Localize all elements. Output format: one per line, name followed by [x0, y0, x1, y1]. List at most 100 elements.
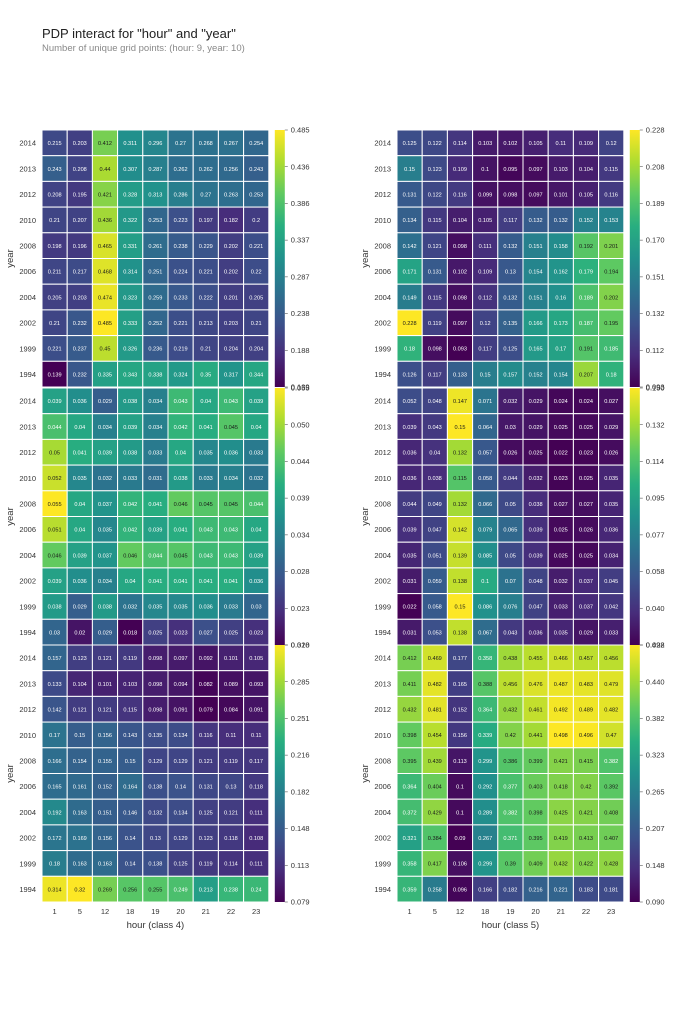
cell-value-label: 0.208	[48, 192, 62, 198]
cell-value-label: 0.121	[98, 707, 112, 713]
heatmap-cell	[522, 360, 549, 388]
cell-value-label: 0.139	[453, 553, 467, 559]
cell-value-label: 0.255	[148, 887, 162, 893]
cell-value-label: 0.198	[48, 244, 62, 250]
heatmap-cell	[142, 618, 169, 646]
cell-value-label: 0.032	[503, 399, 517, 405]
colorbar-tick-label: 0.337	[291, 236, 310, 245]
cell-value-label: 0.114	[453, 141, 467, 147]
cell-value-label: 0.082	[199, 682, 213, 688]
colorbar-tick-label: 0.265	[646, 787, 665, 796]
heatmap-cell	[472, 824, 499, 852]
cell-value-label: 0.18	[404, 347, 415, 353]
cell-value-label: 0.14	[125, 862, 136, 868]
cell-value-label: 0.048	[529, 579, 543, 585]
cell-value-label: 0.338	[148, 372, 162, 378]
cell-value-label: 0.117	[478, 347, 492, 353]
cell-value-label: 0.203	[73, 141, 87, 147]
heatmap-cell	[142, 644, 169, 672]
heatmap-chart-0: year 0.215 0.203 0.412 0.311 0.296 0.27 0.268 0.…	[5, 126, 310, 416]
heatmap-cell	[396, 773, 423, 800]
heatmap-cell	[472, 618, 499, 646]
cell-value-label: 0.041	[199, 425, 213, 431]
heatmap-cell	[192, 721, 219, 749]
heatmap-cell	[91, 180, 119, 208]
heatmap-cell	[522, 155, 549, 182]
cell-value-label: 0.15	[404, 167, 415, 173]
cell-value-label: 0.267	[224, 141, 238, 147]
cell-value-label: 0.224	[174, 270, 188, 276]
cell-value-label: 0.045	[199, 502, 213, 508]
cell-value-label: 0.404	[428, 785, 442, 791]
heatmap-cell	[598, 387, 625, 415]
cell-value-label: 0.455	[529, 656, 543, 662]
cell-value-label: 0.219	[174, 347, 188, 353]
cell-value-label: 0.118	[249, 785, 263, 791]
heatmap-cell	[91, 695, 119, 723]
cell-value-label: 0.051	[48, 528, 62, 534]
heatmap-cell	[117, 644, 144, 672]
cell-value-label: 0.033	[199, 476, 213, 482]
heatmap-cell	[117, 516, 144, 543]
cell-value-label: 0.132	[529, 218, 543, 224]
heatmap-cell	[41, 490, 68, 517]
cell-value-label: 0.131	[428, 270, 442, 276]
heatmap-cell	[91, 593, 119, 620]
heatmap-cell	[421, 360, 448, 388]
colorbar-tick-label: 0.077	[646, 530, 665, 539]
heatmap-cell	[396, 721, 423, 749]
cell-value-label: 0.057	[478, 450, 492, 456]
heatmap-cell	[217, 206, 245, 234]
cell-value-label: 0.113	[453, 759, 467, 765]
cell-value-label: 0.269	[98, 887, 112, 893]
heatmap-cell	[66, 309, 93, 337]
heatmap-cell	[497, 593, 524, 620]
cell-value-label: 0.221	[174, 321, 188, 327]
cell-value-label: 0.121	[73, 707, 87, 713]
cell-value-label: 0.39	[505, 862, 516, 868]
cell-value-label: 0.038	[98, 605, 112, 611]
y-tick-label: 2006	[19, 267, 36, 276]
cell-value-label: 0.16	[555, 295, 566, 301]
heatmap-cell	[243, 360, 270, 388]
heatmap-cell	[142, 387, 169, 415]
cell-value-label: 0.12	[480, 321, 491, 327]
x-tick-label: 5	[78, 907, 82, 916]
cell-value-label: 0.161	[73, 785, 87, 791]
heatmap-cell	[522, 258, 549, 285]
cell-value-label: 0.299	[478, 862, 492, 868]
y-tick-label: 2006	[374, 267, 391, 276]
y-axis-label: year	[5, 764, 16, 782]
cell-value-label: 0.243	[249, 167, 263, 173]
cell-value-label: 0.122	[428, 141, 442, 147]
cell-value-label: 0.043	[503, 630, 517, 636]
y-tick-label: 2004	[374, 551, 391, 560]
cell-value-label: 0.408	[604, 810, 618, 816]
cell-value-label: 0.177	[453, 656, 467, 662]
cell-value-label: 0.17	[555, 347, 566, 353]
cell-value-label: 0.04	[200, 399, 211, 405]
y-tick-label: 2002	[19, 577, 36, 586]
cell-value-label: 0.029	[604, 425, 618, 431]
heatmap-cell	[41, 283, 68, 311]
colorbar-tick-label: 0.207	[646, 824, 665, 833]
y-tick-label: 2013	[374, 422, 391, 431]
cell-value-label: 0.217	[73, 270, 87, 276]
colorbar-tick-label: 0.148	[646, 861, 665, 870]
heatmap-cell	[66, 232, 93, 260]
y-tick-label: 2004	[374, 293, 391, 302]
y-tick-label: 2002	[19, 834, 36, 843]
y-tick-label: 1994	[374, 885, 391, 894]
cell-value-label: 0.205	[48, 295, 62, 301]
x-tick-label: 12	[456, 907, 464, 916]
cell-value-label: 0.037	[98, 553, 112, 559]
cell-value-label: 0.267	[478, 836, 492, 842]
heatmap-cell	[66, 773, 93, 800]
cell-value-label: 0.035	[98, 528, 112, 534]
cell-value-label: 0.058	[478, 476, 492, 482]
cell-value-label: 0.215	[48, 141, 62, 147]
heatmap-cell	[217, 875, 245, 903]
heatmap-cell	[142, 516, 169, 543]
y-tick-label: 2012	[19, 190, 36, 199]
cell-value-label: 0.039	[403, 528, 417, 534]
